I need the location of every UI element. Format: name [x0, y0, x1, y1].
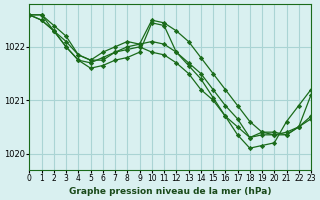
X-axis label: Graphe pression niveau de la mer (hPa): Graphe pression niveau de la mer (hPa)	[69, 187, 271, 196]
